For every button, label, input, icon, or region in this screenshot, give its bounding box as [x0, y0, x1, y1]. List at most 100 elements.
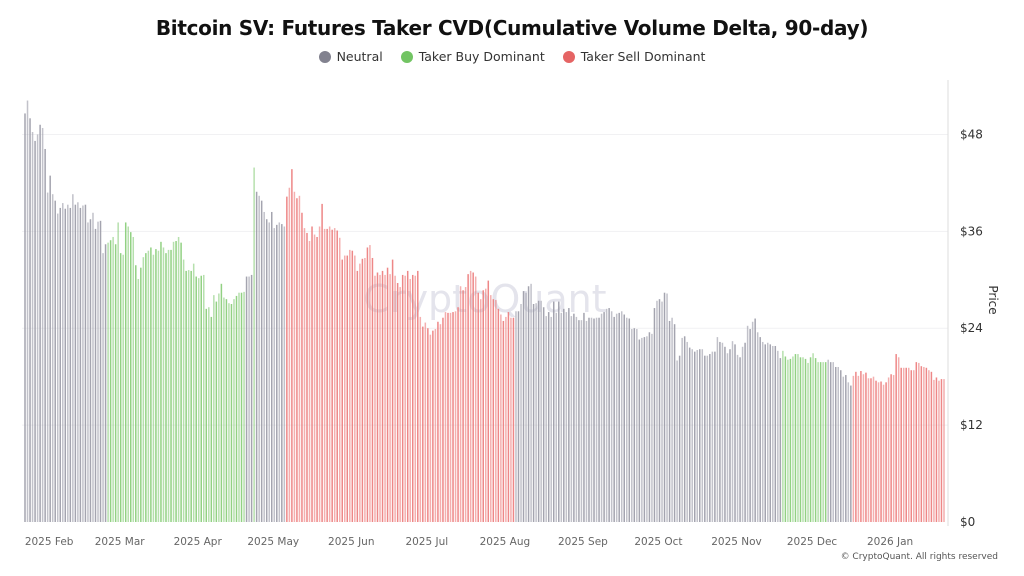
- bar: [245, 276, 248, 522]
- bar: [532, 304, 535, 522]
- bar: [215, 301, 218, 522]
- bar: [122, 254, 124, 522]
- bar: [44, 148, 46, 523]
- legend-item-neutral[interactable]: Neutral: [318, 49, 383, 64]
- bar: [862, 374, 865, 522]
- bar: [442, 317, 444, 522]
- bar: [578, 320, 580, 522]
- bar: [331, 229, 333, 522]
- bar: [850, 385, 852, 522]
- bar: [847, 382, 850, 522]
- bar: [389, 274, 391, 522]
- bar: [117, 222, 119, 522]
- bar: [852, 375, 855, 522]
- bar: [759, 337, 761, 522]
- bar: [840, 370, 842, 522]
- x-tick-label: 2025 Feb: [25, 536, 74, 548]
- bar: [46, 192, 49, 522]
- bar: [326, 228, 328, 522]
- bar: [804, 358, 807, 522]
- bar: [338, 237, 341, 523]
- bar: [593, 318, 595, 522]
- bar: [940, 379, 943, 522]
- bar: [452, 312, 454, 522]
- y-tick-label: $36: [960, 224, 983, 238]
- x-tick-label: 2025 May: [247, 536, 299, 548]
- bar: [170, 249, 172, 522]
- bar: [799, 357, 802, 522]
- bar: [495, 299, 497, 522]
- bar: [253, 167, 255, 523]
- bar: [701, 349, 704, 522]
- bar: [82, 205, 84, 522]
- bar: [867, 378, 870, 522]
- bar: [432, 330, 434, 522]
- x-tick-label: 2025 Jul: [405, 536, 448, 548]
- bar: [104, 244, 107, 522]
- copyright: © CryptoQuant. All rights reserved: [840, 552, 998, 562]
- bar: [437, 321, 439, 522]
- bar: [928, 370, 930, 522]
- bar: [419, 316, 422, 522]
- bar: [220, 283, 223, 522]
- bar: [925, 367, 928, 522]
- x-tick-label: 2025 Oct: [634, 536, 682, 548]
- bar: [595, 317, 598, 522]
- bar: [676, 360, 678, 522]
- bar: [943, 379, 945, 522]
- bar: [114, 244, 117, 522]
- bar: [583, 312, 585, 522]
- bar: [706, 355, 709, 522]
- bar: [459, 286, 462, 522]
- legend-item-taker-sell[interactable]: Taker Sell Dominant: [562, 49, 705, 64]
- bar: [636, 329, 638, 522]
- bar: [618, 312, 620, 522]
- bar: [648, 332, 651, 522]
- bar: [875, 380, 877, 522]
- bar: [789, 358, 792, 522]
- legend-item-taker-buy[interactable]: Taker Buy Dominant: [400, 49, 545, 64]
- bar: [588, 317, 590, 522]
- bar: [64, 208, 67, 523]
- bar: [243, 291, 245, 522]
- bar: [87, 222, 89, 522]
- bar: [809, 357, 812, 522]
- bar: [185, 270, 187, 522]
- bar: [235, 295, 238, 522]
- bar: [610, 311, 613, 522]
- bar: [359, 263, 361, 522]
- bar: [328, 226, 331, 523]
- bar: [59, 207, 61, 523]
- bar: [492, 299, 495, 522]
- bar: [72, 194, 74, 522]
- bar: [673, 324, 676, 522]
- bar: [638, 339, 641, 522]
- x-ticks: 2025 Feb 2025 Mar 2025 Apr 2025 May 2025 Jun…: [25, 536, 913, 548]
- bar: [779, 358, 782, 522]
- x-tick-label: 2025 Apr: [174, 536, 223, 548]
- bar: [346, 255, 349, 522]
- bar: [56, 213, 59, 522]
- bar: [341, 259, 343, 522]
- bar: [502, 320, 505, 522]
- bar: [558, 301, 560, 522]
- bar: [479, 299, 482, 522]
- bar: [923, 366, 925, 522]
- bar: [877, 382, 880, 522]
- bar: [276, 224, 278, 522]
- bar: [112, 236, 114, 523]
- bar: [195, 276, 197, 522]
- bar: [693, 351, 696, 522]
- bar: [918, 362, 920, 522]
- bar: [855, 371, 857, 522]
- x-tick-label: 2025 Nov: [711, 536, 762, 548]
- bar: [716, 337, 719, 522]
- bar: [150, 247, 152, 523]
- bar: [29, 118, 31, 523]
- bar: [666, 293, 668, 522]
- bar: [94, 228, 97, 522]
- bar: [175, 241, 177, 522]
- bar: [603, 312, 605, 522]
- bar: [187, 270, 190, 522]
- bar: [908, 367, 910, 522]
